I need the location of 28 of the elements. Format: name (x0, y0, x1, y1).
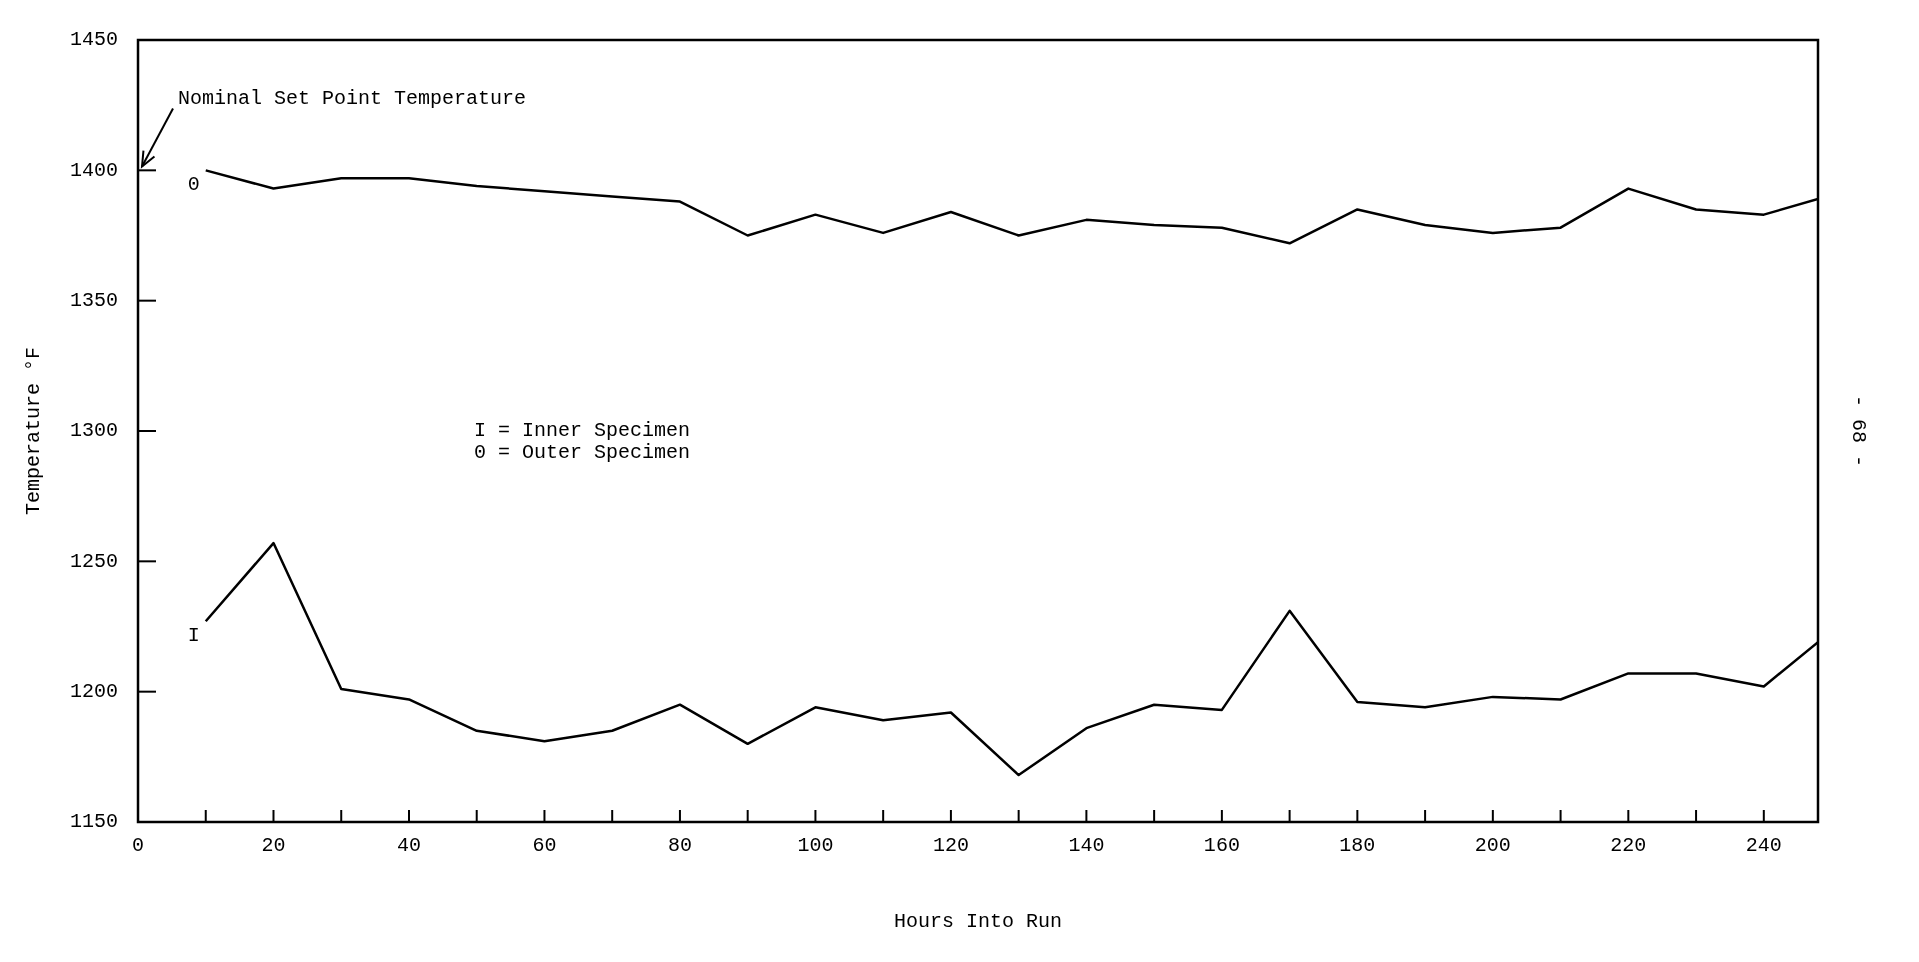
y-axis-title: Temperature °F (22, 346, 46, 516)
x-tick-label: 140 (1068, 834, 1105, 858)
x-axis-title: Hours Into Run (893, 910, 1063, 934)
x-tick-label: 160 (1203, 834, 1240, 858)
annotation: 0 = Outer Specimen (474, 441, 691, 465)
annotation: I = Inner Specimen (474, 419, 691, 443)
legend-label: 0 (187, 172, 200, 196)
y-tick-label: 1400 (69, 158, 119, 182)
y-tick-label: 1350 (69, 288, 119, 312)
x-tick-label: 0 (132, 834, 145, 858)
x-tick-label: 80 (667, 834, 692, 858)
y-tick-label: 1450 (69, 28, 119, 52)
x-tick-label: 240 (1745, 834, 1782, 858)
x-tick-label: 180 (1339, 834, 1376, 858)
x-tick-label: 220 (1610, 834, 1647, 858)
text: - 68 - (1846, 394, 1870, 468)
x-tick-label: 200 (1474, 834, 1511, 858)
y-tick-label: 1300 (69, 419, 119, 443)
series-label: I (187, 623, 200, 647)
y-tick-label: 1200 (69, 679, 119, 703)
x-tick-label: 100 (797, 834, 834, 858)
y-tick-label: 1150 (69, 810, 119, 834)
x-tick-label: 20 (261, 834, 286, 858)
x-tick-label: 120 (932, 834, 969, 858)
annotation: Nominal Set Point Temperature (178, 86, 527, 110)
y-tick-label: 1250 (69, 549, 119, 573)
x-tick-label: 40 (396, 834, 421, 858)
x-tick-label: 60 (532, 834, 557, 858)
